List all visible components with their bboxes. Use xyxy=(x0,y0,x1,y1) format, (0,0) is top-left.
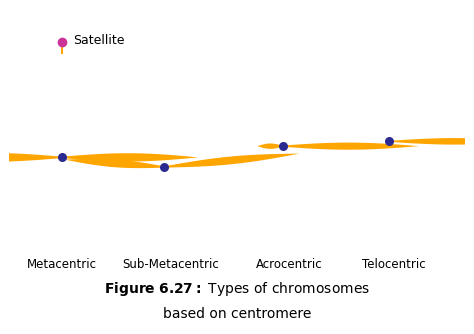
Polygon shape xyxy=(390,138,474,145)
Polygon shape xyxy=(64,159,164,168)
Polygon shape xyxy=(0,153,62,162)
Text: based on centromere: based on centromere xyxy=(163,307,311,321)
Text: Telocentric: Telocentric xyxy=(362,258,426,271)
Text: Sub-Metacentric: Sub-Metacentric xyxy=(123,258,219,271)
Text: Metacentric: Metacentric xyxy=(27,258,97,271)
Polygon shape xyxy=(164,154,300,168)
Text: Acrocentric: Acrocentric xyxy=(256,258,323,271)
Polygon shape xyxy=(257,144,283,149)
Polygon shape xyxy=(62,153,198,162)
Polygon shape xyxy=(283,143,419,150)
Text: $\bf{Figure\ 6.27:}$ Types of chromosomes: $\bf{Figure\ 6.27:}$ Types of chromosome… xyxy=(104,281,370,299)
Text: Satellite: Satellite xyxy=(73,34,125,47)
